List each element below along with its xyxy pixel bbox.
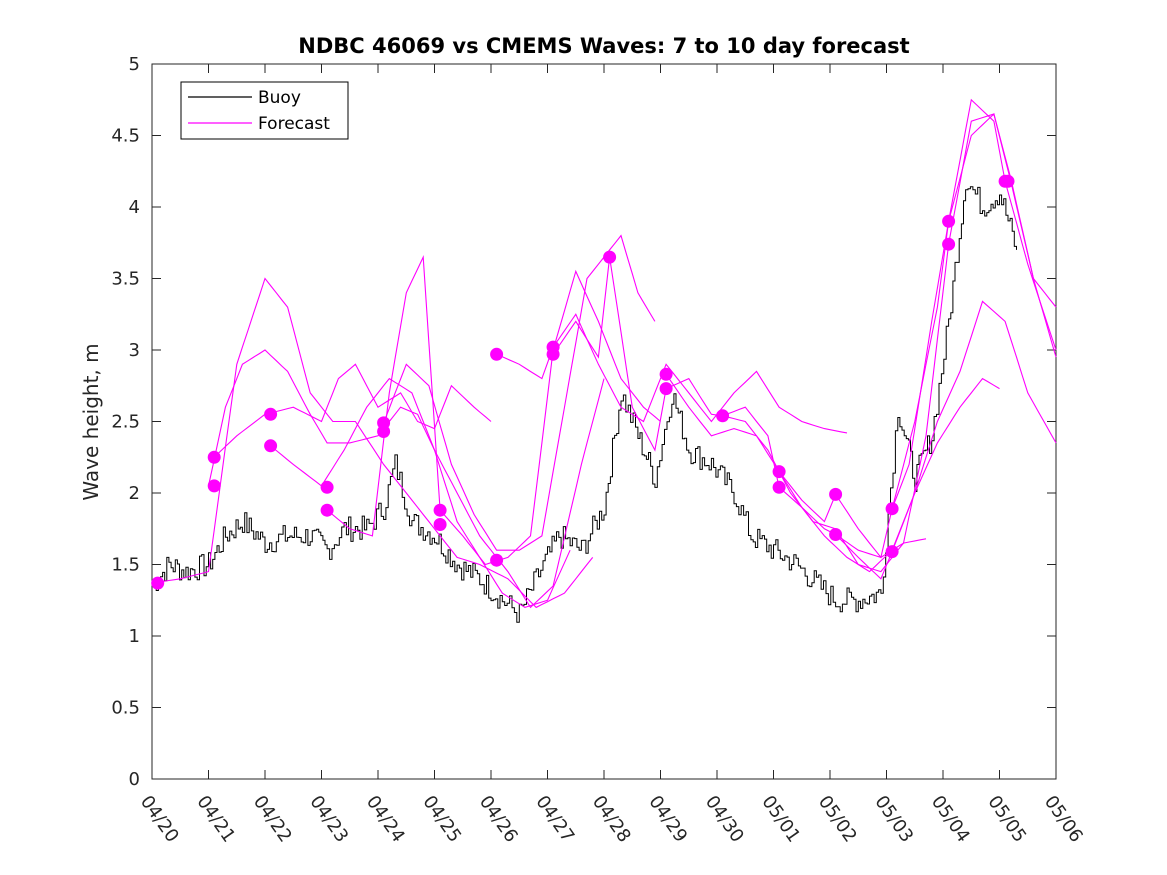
forecast-point (207, 450, 221, 464)
forecast-point (716, 409, 730, 423)
forecast-point (490, 553, 504, 567)
plot-area (151, 63, 1057, 780)
forecast-run-line-6 (383, 234, 656, 551)
forecast-point (151, 576, 165, 590)
forecast-point (942, 237, 956, 251)
forecast-point (490, 347, 504, 361)
forecast-point (885, 502, 899, 516)
y-tick-label: 2 (129, 483, 140, 504)
forecast-point (659, 382, 673, 396)
y-tick-label: 4.5 (111, 126, 140, 147)
legend-buoy-label: Buoy (258, 88, 301, 108)
buoy-series-line (152, 186, 1017, 623)
forecast-point (603, 250, 617, 264)
forecast-run-line-13 (891, 112, 1057, 509)
y-tick-label: 1.5 (111, 555, 140, 576)
y-tick-label: 2.5 (111, 412, 140, 433)
forecast-point (320, 480, 334, 494)
y-axis-label: Wave height, m (79, 343, 103, 500)
forecast-run-line-12 (835, 377, 1000, 580)
buoy-layer (152, 186, 1017, 623)
chart-title: NDBC 46069 vs CMEMS Waves: 7 to 10 day f… (298, 34, 909, 58)
forecast-point (377, 425, 391, 438)
forecast-run-line-4 (270, 377, 571, 609)
legend: Buoy Forecast (180, 81, 349, 140)
y-tick-label: 3 (129, 340, 140, 361)
y-tick-label: 0 (129, 769, 140, 790)
forecast-layer (151, 98, 1057, 609)
forecast-point (659, 367, 673, 381)
forecast-point (829, 528, 843, 541)
y-axis: 0 0.5 1 1.5 2 2.5 3 3.5 4 4.5 5 (111, 54, 1056, 790)
forecast-run-line-11 (778, 300, 1057, 573)
forecast-point (772, 480, 786, 494)
forecast-point (264, 407, 278, 421)
forecast-point (829, 487, 843, 501)
y-tick-label: 3.5 (111, 269, 140, 290)
forecast-run-line-8 (552, 257, 927, 559)
forecast-point (433, 503, 447, 517)
forecast-run-line-2 (207, 349, 605, 609)
forecast-point (433, 518, 447, 531)
forecast-run-line-3 (213, 363, 492, 458)
forecast-point (546, 347, 560, 361)
forecast-point (772, 465, 786, 479)
forecast-points-layer (151, 174, 1015, 590)
forecast-point (320, 503, 334, 517)
forecast-run-line-9 (665, 98, 1057, 559)
y-tick-label: 4 (129, 197, 140, 218)
y-tick-label: 1 (129, 626, 140, 647)
forecast-point (942, 214, 956, 228)
forecast-point (207, 479, 221, 493)
forecast-point (1001, 174, 1015, 188)
y-tick-label: 5 (129, 54, 140, 75)
plot-frame (151, 63, 1057, 780)
y-tick-label: 0.5 (111, 698, 140, 719)
legend-box (180, 81, 349, 140)
legend-forecast-label: Forecast (258, 114, 330, 134)
forecast-point (264, 439, 278, 453)
forecast-point (885, 545, 899, 559)
